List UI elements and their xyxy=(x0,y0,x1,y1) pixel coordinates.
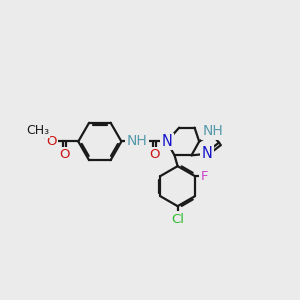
Text: N: N xyxy=(161,134,172,149)
Text: Cl: Cl xyxy=(171,213,184,226)
Text: F: F xyxy=(200,169,208,183)
Text: O: O xyxy=(149,148,160,161)
Text: O: O xyxy=(46,135,57,148)
Text: CH₃: CH₃ xyxy=(26,124,49,137)
Text: O: O xyxy=(59,148,70,161)
Text: N: N xyxy=(201,146,212,161)
Text: NH: NH xyxy=(203,124,224,139)
Text: NH: NH xyxy=(126,134,147,148)
